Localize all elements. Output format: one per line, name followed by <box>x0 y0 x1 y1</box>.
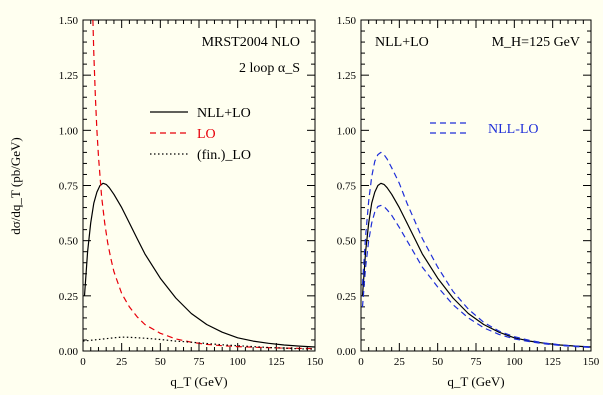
right-x-tick-labels: 0 25 50 75 100 125 150 <box>358 356 600 368</box>
right-y-tick-label: 0.75 <box>337 181 357 193</box>
right-ticks <box>360 19 592 352</box>
right-y-tick-labels: 0.00 0.25 0.50 0.75 1.00 1.25 1.50 <box>337 15 357 358</box>
right-series <box>361 151 592 349</box>
left-x-tick-label: 75 <box>194 356 206 368</box>
right-y-tick-label: 0.00 <box>337 346 357 358</box>
right-x-tick-label: 125 <box>544 356 561 368</box>
left-y-tick-label: 1.50 <box>59 15 79 27</box>
right-y-tick-label: 0.25 <box>337 291 357 303</box>
left-y-tick-label: 0.25 <box>59 291 79 303</box>
left-ticks <box>82 19 316 352</box>
right-series-line-0 <box>361 182 592 348</box>
left-y-tick-label: 1.00 <box>59 125 79 137</box>
left-y-tick-label: 0.50 <box>59 236 79 248</box>
left-series-lo <box>92 19 316 350</box>
left-series--fin-lo <box>82 336 316 350</box>
left-x-tick-label: 50 <box>155 356 167 368</box>
left-x-tick-label: 100 <box>229 356 246 368</box>
left-series <box>82 19 316 350</box>
right-series-line-2 <box>361 204 592 349</box>
left-annotation-pdf: MRST2004 NLO <box>202 35 300 50</box>
right-plot-frame <box>360 19 592 352</box>
right-series-nll-lo <box>361 151 592 348</box>
left-y-tick-labels: 0.00 0.25 0.50 0.75 1.00 1.25 1.50 <box>59 15 79 358</box>
left-y-tick-label: 1.25 <box>59 70 79 82</box>
right-legend: NLL-LO <box>430 122 539 137</box>
right-x-tick-label: 100 <box>506 356 523 368</box>
right-legend-label: NLL-LO <box>488 122 539 137</box>
left-legend-label: LO <box>197 127 216 142</box>
left-y-tick-label: 0.75 <box>59 181 79 193</box>
left-legend-label: (fin.)_LO <box>197 148 251 163</box>
right-annotation-mass: M_H=125 GeV <box>492 35 580 50</box>
left-y-tick-label: 0.00 <box>59 346 79 358</box>
right-x-tick-label: 75 <box>471 356 483 368</box>
left-series-nll-lo <box>83 182 316 348</box>
left-x-tick-label: 25 <box>116 356 128 368</box>
right-x-tick-label: 50 <box>432 356 444 368</box>
left-legend: NLL+LO LO (fin.)_LO <box>150 106 251 163</box>
left-x-tick-label: 0 <box>80 356 86 368</box>
left-x-tick-labels: 0 25 50 75 100 125 150 <box>80 356 324 368</box>
right-y-tick-label: 1.00 <box>337 125 357 137</box>
left-panel: 0 25 50 75 100 125 150 0.00 0.25 0.50 0.75 1.00 1.2… <box>8 15 324 389</box>
right-y-tick-label: 1.50 <box>337 15 357 27</box>
left-x-tick-label: 150 <box>307 356 324 368</box>
left-y-axis-title: dσ/dq_T (pb/GeV) <box>8 137 23 234</box>
left-x-axis-title: q_T (GeV) <box>170 374 227 389</box>
left-annotation-alphas: 2 loop α_S <box>239 61 300 76</box>
right-y-tick-label: 0.50 <box>337 236 357 248</box>
right-x-tick-label: 25 <box>394 356 406 368</box>
right-x-axis-title: q_T (GeV) <box>447 374 504 389</box>
left-legend-label: NLL+LO <box>197 106 251 121</box>
right-panel: 0 25 50 75 100 125 150 0.00 0.25 0.50 0.75 1.00 1.2… <box>337 15 600 389</box>
right-x-tick-label: 0 <box>358 356 364 368</box>
left-x-tick-label: 125 <box>268 356 285 368</box>
right-y-tick-label: 1.25 <box>337 70 357 82</box>
right-x-tick-label: 150 <box>583 356 600 368</box>
right-annotation-order: NLL+LO <box>375 35 429 50</box>
